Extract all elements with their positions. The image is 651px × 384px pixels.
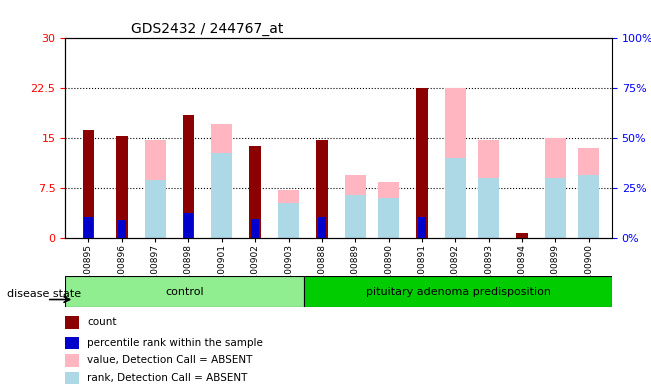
Bar [83, 214, 94, 238]
Text: rank, Detection Call = ABSENT: rank, Detection Call = ABSENT [87, 373, 247, 383]
Bar [83, 129, 94, 238]
Bar [378, 182, 399, 238]
Bar [118, 220, 126, 238]
Bar [212, 153, 232, 238]
Bar [478, 178, 499, 238]
Bar [116, 136, 128, 238]
Bar [65, 316, 79, 329]
Text: value, Detection Call = ABSENT: value, Detection Call = ABSENT [87, 356, 253, 366]
Bar [416, 88, 428, 238]
Bar [183, 210, 194, 238]
Bar [578, 148, 599, 238]
Bar [416, 214, 428, 238]
Bar [545, 138, 566, 238]
Bar [478, 140, 499, 238]
Bar [249, 217, 261, 238]
Bar [145, 140, 165, 238]
Bar [578, 175, 599, 238]
Bar [316, 214, 327, 238]
Text: pituitary adenoma predisposition: pituitary adenoma predisposition [366, 287, 551, 297]
Bar [418, 217, 426, 238]
Bar [184, 213, 193, 238]
Text: percentile rank within the sample: percentile rank within the sample [87, 338, 263, 348]
Text: GDS2432 / 244767_at: GDS2432 / 244767_at [131, 22, 283, 36]
Bar [378, 198, 399, 238]
Bar [145, 179, 165, 238]
Bar [344, 195, 366, 238]
Bar [249, 146, 261, 238]
Bar [278, 204, 299, 238]
Bar [116, 217, 128, 238]
Bar [183, 115, 194, 238]
Bar [85, 217, 92, 238]
Bar [516, 233, 528, 238]
FancyBboxPatch shape [65, 276, 304, 307]
Bar [65, 372, 79, 384]
Bar [65, 354, 79, 367]
Bar [316, 139, 327, 238]
Bar [278, 190, 299, 238]
Bar [251, 219, 259, 238]
Bar [318, 217, 326, 238]
Bar [445, 88, 465, 238]
Text: count: count [87, 318, 117, 328]
Bar [344, 175, 366, 238]
Bar [545, 178, 566, 238]
FancyBboxPatch shape [304, 276, 612, 307]
Text: control: control [165, 287, 204, 297]
Text: disease state: disease state [7, 289, 81, 299]
Bar [65, 337, 79, 349]
Bar [212, 124, 232, 238]
Bar [445, 158, 465, 238]
